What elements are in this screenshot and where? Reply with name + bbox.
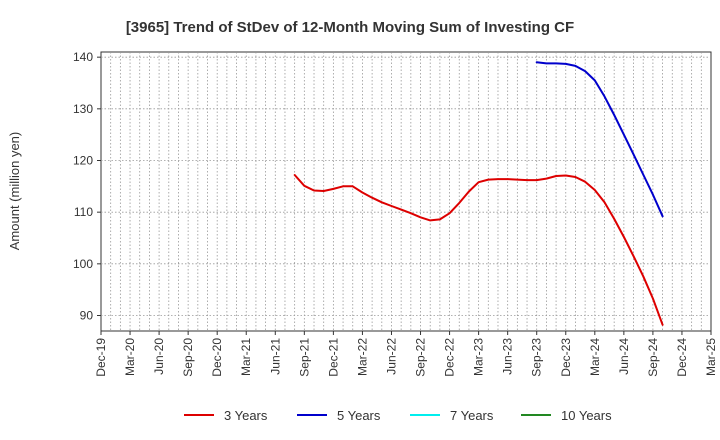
y-axis-ticks: 90 100 110 120 130 140 [73, 50, 101, 323]
x-tick-label: Dec-21 [326, 338, 340, 377]
x-tick-label: Sep-21 [297, 338, 311, 377]
y-tick-label: 90 [80, 309, 94, 323]
x-tick-label: Dec-23 [559, 338, 573, 377]
x-tick-label: Jun-22 [384, 338, 398, 375]
y-tick-label: 100 [73, 257, 93, 271]
x-tick-label: Mar-24 [588, 338, 602, 376]
grid [101, 52, 711, 331]
y-tick-label: 120 [73, 154, 93, 168]
x-tick-label: Mar-23 [472, 338, 486, 376]
legend-label-10-years: 10 Years [561, 408, 612, 423]
x-tick-label: Jun-20 [152, 338, 166, 375]
x-tick-label: Mar-20 [123, 338, 137, 376]
plot-area [100, 51, 712, 332]
x-tick-label: Sep-23 [530, 338, 544, 377]
x-tick-label: Dec-22 [443, 338, 457, 377]
series-line-3-years [293, 174, 664, 326]
x-tick-label: Sep-20 [181, 338, 195, 377]
x-tick-label: Sep-24 [646, 338, 660, 377]
y-axis-label: Amount (million yen) [7, 132, 22, 251]
legend-label-5-years: 5 Years [337, 408, 381, 423]
x-tick-label: Jun-21 [268, 338, 282, 375]
y-tick-label: 130 [73, 102, 93, 116]
y-tick-label: 110 [74, 205, 93, 219]
legend: 3 Years 5 Years 7 Years 10 Years [184, 408, 612, 423]
series-lines [293, 61, 664, 326]
x-tick-label: Dec-20 [210, 338, 224, 377]
legend-label-7-years: 7 Years [450, 408, 494, 423]
plot-border [100, 51, 712, 332]
x-tick-label: Dec-24 [675, 338, 689, 377]
x-tick-label: Sep-22 [414, 338, 428, 377]
x-axis-ticks: Dec-19 Mar-20 Jun-20 Sep-20 Dec-20 Mar-21 Jun-… [94, 331, 718, 377]
y-tick-label: 140 [73, 50, 93, 64]
x-tick-label: Mar-21 [239, 338, 253, 376]
chart-title: [3965] Trend of StDev of 12-Month Moving… [126, 19, 574, 36]
x-tick-label: Jun-24 [617, 338, 631, 375]
legend-label-3-years: 3 Years [224, 408, 268, 423]
series-line-5-years [535, 61, 664, 218]
x-tick-label: Jun-23 [501, 338, 515, 375]
x-tick-label: Dec-19 [94, 338, 108, 377]
x-tick-label: Mar-25 [704, 338, 718, 376]
x-tick-label: Mar-22 [355, 338, 369, 376]
